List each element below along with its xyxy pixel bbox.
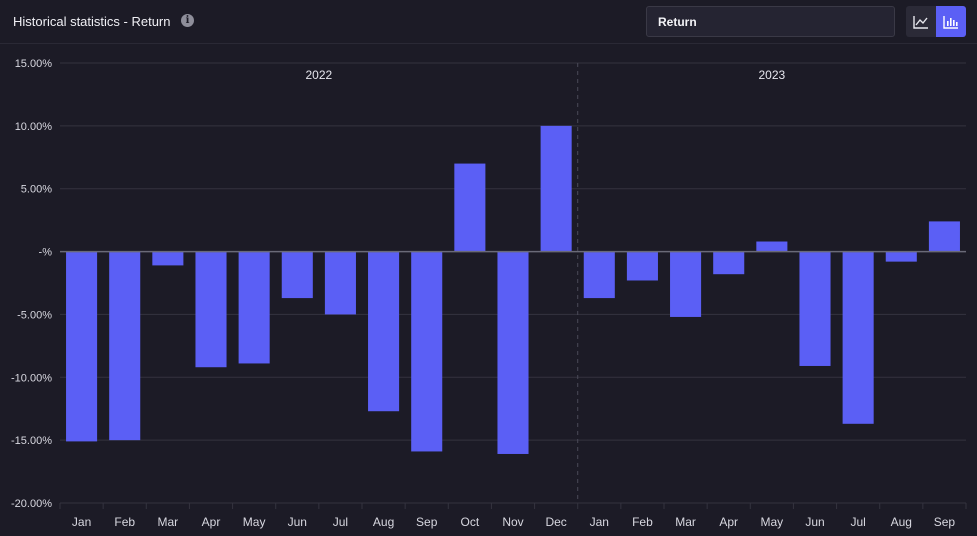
x-tick-label: May — [243, 515, 266, 529]
bar-chart-button[interactable] — [936, 6, 966, 37]
x-tick-label: Sep — [416, 515, 438, 529]
y-tick-label: 5.00% — [21, 184, 52, 196]
bar-chart-icon — [943, 15, 958, 29]
bar-jan-12 — [583, 251, 615, 299]
bar-feb-1 — [109, 251, 141, 441]
bar-jul-6 — [324, 251, 356, 315]
bar-apr-15 — [713, 251, 745, 275]
bar-jun-17 — [799, 251, 831, 366]
x-tick-label: Feb — [114, 515, 135, 529]
bar-chart: 15.00% 10.00% 5.00% -% -5.00% -10.00% -15.00% -… — [11, 58, 967, 529]
x-tick-label: Jun — [805, 515, 824, 529]
chart-type-toggle — [906, 6, 966, 37]
y-tick-label: -% — [39, 247, 53, 259]
y-tick-label: -20.00% — [11, 498, 52, 510]
line-chart-icon — [913, 15, 928, 29]
x-tick-label: May — [761, 515, 784, 529]
x-tick-label: Jul — [850, 515, 865, 529]
year-label: 2022 — [306, 68, 333, 82]
y-tick-label: -5.00% — [17, 309, 52, 321]
x-tick-label: Nov — [502, 515, 523, 529]
x-tick-label: Apr — [202, 515, 221, 529]
y-tick-label: 15.00% — [15, 58, 53, 70]
bar-aug-7 — [368, 251, 400, 412]
bar-jan-0 — [66, 251, 98, 442]
x-tick-label: Aug — [373, 515, 394, 529]
x-tick-label: Jan — [590, 515, 609, 529]
x-tick-label: Jun — [288, 515, 307, 529]
x-tick-label: Sep — [934, 515, 956, 529]
x-tick-label: Mar — [675, 515, 696, 529]
chart-header: Historical statistics - Return i Return — [0, 0, 977, 44]
x-tick-label: Jan — [72, 515, 91, 529]
info-icon[interactable]: i — [181, 14, 194, 27]
y-tick-label: 10.00% — [15, 121, 53, 133]
x-tick-label: Jul — [333, 515, 348, 529]
chart-title: Historical statistics - Return — [13, 14, 171, 29]
bar-mar-2 — [152, 251, 184, 266]
bar-jun-5 — [281, 251, 313, 299]
bar-jul-18 — [842, 251, 874, 424]
bar-aug-19 — [885, 251, 917, 262]
bar-may-4 — [238, 251, 270, 364]
bar-oct-9 — [454, 163, 486, 252]
x-tick-label: Dec — [545, 515, 566, 529]
bar-may-16 — [756, 241, 788, 252]
line-chart-button[interactable] — [906, 6, 936, 37]
x-tick-label: Mar — [158, 515, 179, 529]
bar-apr-3 — [195, 251, 227, 368]
bar-feb-13 — [626, 251, 658, 281]
metric-select[interactable]: Return — [646, 6, 895, 37]
x-tick-label: Feb — [632, 515, 653, 529]
bar-sep-20 — [928, 221, 960, 252]
y-tick-label: -10.00% — [11, 372, 52, 384]
bar-nov-10 — [497, 251, 529, 454]
bar-dec-11 — [540, 125, 572, 252]
year-label: 2023 — [759, 68, 786, 82]
x-tick-label: Apr — [719, 515, 738, 529]
bar-sep-8 — [411, 251, 443, 452]
y-tick-label: -15.00% — [11, 435, 52, 447]
x-tick-label: Oct — [461, 515, 480, 529]
metric-select-value: Return — [658, 15, 697, 29]
bar-mar-14 — [670, 251, 702, 317]
x-tick-label: Aug — [891, 515, 912, 529]
